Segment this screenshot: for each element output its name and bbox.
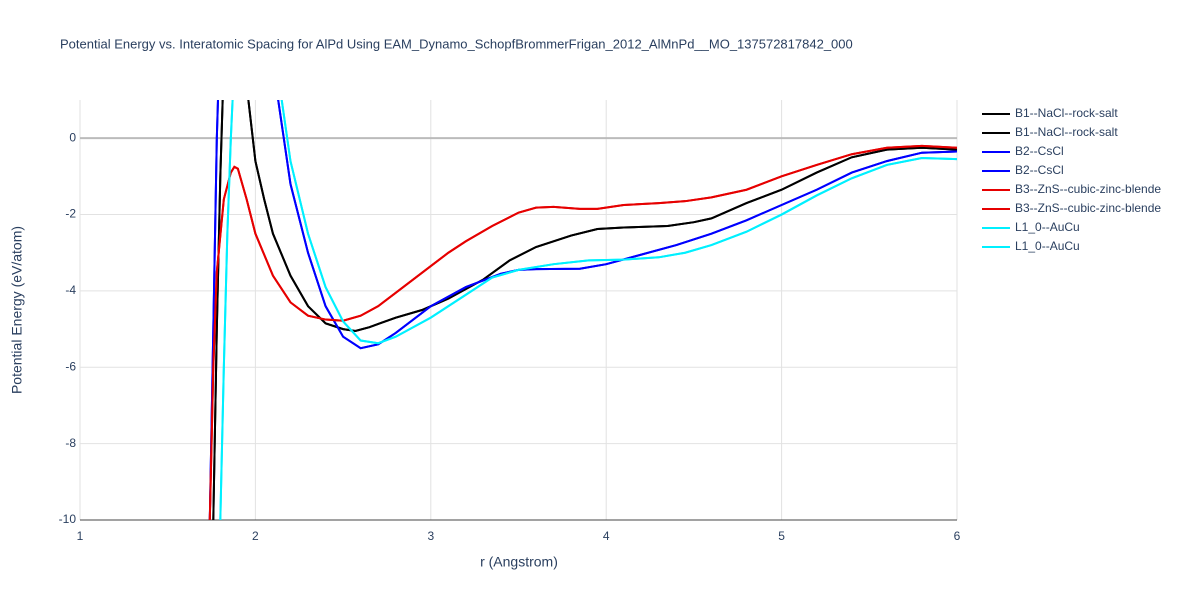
x-tick-label: 2: [252, 529, 259, 543]
x-tick-label: 1: [77, 529, 84, 543]
x-tick-label: 3: [427, 529, 434, 543]
y-tick-label: -4: [65, 283, 76, 297]
y-tick-label: 0: [69, 130, 76, 144]
chart-title: Potential Energy vs. Interatomic Spacing…: [60, 36, 853, 51]
y-tick-label: -2: [65, 207, 76, 221]
series-line: [208, 144, 957, 520]
y-tick-label: -8: [65, 436, 76, 450]
y-tick-label: -6: [65, 359, 76, 373]
legend-label: L1_0--AuCu: [1015, 239, 1080, 253]
x-tick-label: 4: [603, 529, 610, 543]
x-tick-label: 5: [778, 529, 785, 543]
legend-label: B1--NaCl--rock-salt: [1015, 106, 1118, 120]
legend-label: B1--NaCl--rock-salt: [1015, 125, 1118, 139]
series-line: [208, 100, 957, 520]
legend-label: B3--ZnS--cubic-zinc-blende: [1015, 182, 1161, 196]
y-tick-label: -10: [59, 512, 77, 526]
legend-label: L1_0--AuCu: [1015, 220, 1080, 234]
x-tick-label: 6: [954, 529, 961, 543]
series-line: [212, 100, 957, 520]
x-axis-label: r (Angstrom): [480, 554, 558, 570]
legend-label: B3--ZnS--cubic-zinc-blende: [1015, 201, 1161, 215]
series-line: [219, 100, 957, 520]
series-line: [208, 144, 957, 520]
plot-area: [208, 100, 957, 520]
legend-label: B2--CsCl: [1015, 163, 1064, 177]
y-axis-label: Potential Energy (eV/atom): [9, 226, 25, 394]
legend-label: B2--CsCl: [1015, 144, 1064, 158]
